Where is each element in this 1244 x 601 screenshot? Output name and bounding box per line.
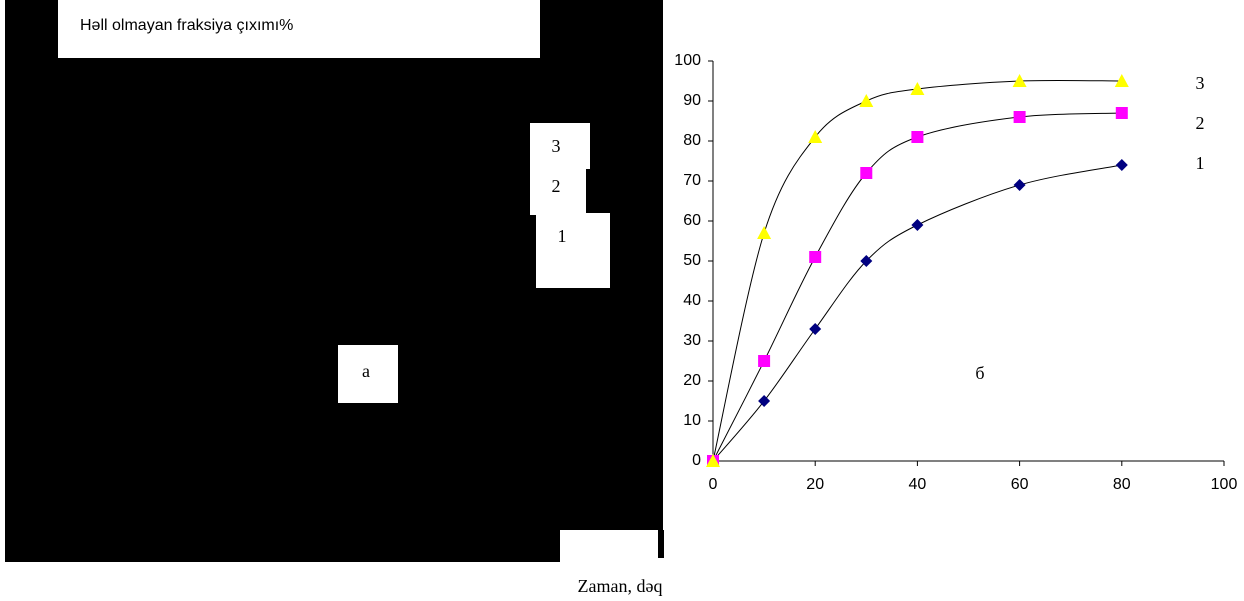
legend-label: 3 xyxy=(1196,73,1205,93)
series-line xyxy=(713,113,1122,461)
y-tick-label: 40 xyxy=(683,292,701,309)
page: Həll olmayan fraksiya çıxımı% 3 2 1 a б … xyxy=(0,0,1244,601)
marker xyxy=(1116,107,1128,119)
x-tick-label: 80 xyxy=(1113,476,1131,493)
y-tick-label: 70 xyxy=(683,172,701,189)
panel-label: a xyxy=(362,361,370,381)
y-tick-label: 20 xyxy=(683,372,701,389)
marker xyxy=(860,167,872,179)
marker xyxy=(758,355,770,367)
marker xyxy=(758,395,770,407)
x-tick-label: 0 xyxy=(709,476,718,493)
curve-label: 3 xyxy=(552,136,561,156)
marker xyxy=(757,226,771,239)
marker xyxy=(1014,179,1026,191)
y-tick-label: 30 xyxy=(683,332,701,349)
marker xyxy=(911,131,923,143)
y-tick-label: 10 xyxy=(683,412,701,429)
legend-label: 1 xyxy=(1196,153,1205,173)
curve-label: 1 xyxy=(558,226,567,246)
corner-redacted xyxy=(658,530,664,558)
marker xyxy=(859,94,873,107)
y-tick-label: 100 xyxy=(674,52,701,69)
y-tick-label: 80 xyxy=(683,132,701,149)
y-axis-title: Həll olmayan fraksiya çıxımı% xyxy=(80,17,293,34)
x-axis-title: Zaman, dəq xyxy=(578,576,663,596)
marker xyxy=(911,219,923,231)
marker xyxy=(809,323,821,335)
y-tick-label: 0 xyxy=(692,452,701,469)
y-tick-label: 90 xyxy=(683,92,701,109)
y-tick-label: 60 xyxy=(683,212,701,229)
x-tick-label: 20 xyxy=(806,476,824,493)
curve-label: 2 xyxy=(552,176,561,196)
panel-label: б xyxy=(975,363,984,383)
corner-box xyxy=(560,530,664,562)
legend-label: 2 xyxy=(1196,113,1205,133)
marker xyxy=(809,251,821,263)
x-tick-label: 40 xyxy=(909,476,927,493)
x-tick-label: 100 xyxy=(1211,476,1238,493)
marker xyxy=(1116,159,1128,171)
figure: Həll olmayan fraksiya çıxımı% 3 2 1 a б … xyxy=(0,0,1244,601)
y-tick-label: 50 xyxy=(683,252,701,269)
x-tick-label: 60 xyxy=(1011,476,1029,493)
label-box xyxy=(536,213,610,288)
marker xyxy=(1014,111,1026,123)
marker xyxy=(808,130,822,143)
series-line xyxy=(713,165,1122,461)
